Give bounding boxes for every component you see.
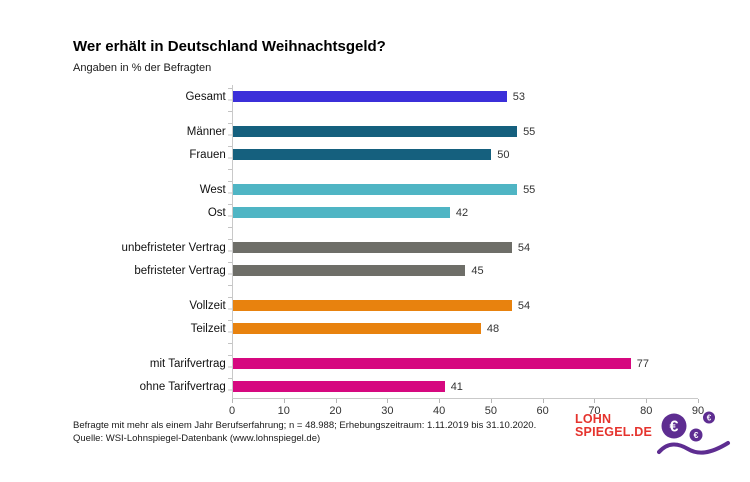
euro-coin-icon [661,413,687,439]
value-label: 50 [497,148,510,161]
x-axis-tick [335,399,337,403]
x-axis-tick [283,399,285,403]
bar [232,358,631,369]
bar [232,91,507,102]
chart-subtitle: Angaben in % der Befragten [73,62,212,74]
bar-row: West 55 [73,178,698,201]
bar-chart: Gesamt 53 Männer 55 Frauen 50 West 55 Ost 42 unbef… [73,85,704,421]
category-label: Vollzeit [189,299,226,312]
bar-row: Ost 42 [73,201,698,224]
category-label: ohne Tarifvertrag [139,380,226,393]
value-label: 41 [450,380,463,393]
footnote-line-1: Befragte mit mehr als einem Jahr Berufse… [73,420,537,431]
euro-symbol: € [707,414,712,423]
bar [232,323,481,334]
x-axis-tick-label: 40 [432,405,446,417]
category-label: Ost [207,206,226,219]
bar [232,265,466,276]
euro-symbol: € [694,430,699,440]
x-axis-tick-label: 80 [640,405,653,417]
logo-line-1: LOHN [575,412,612,426]
category-label: mit Tarifvertrag [149,357,226,370]
value-label: 55 [523,125,536,138]
euro-symbol: € [670,419,679,436]
x-axis-tick [646,399,648,403]
x-axis-tick-label: 20 [329,405,342,417]
category-label: unbefristeter Vertrag [121,241,226,254]
bar-row: unbefristeter Vertrag 54 [73,236,698,259]
x-axis-tick-label: 90 [691,405,705,417]
x-axis-tick [542,399,544,403]
x-axis-tick [698,399,699,403]
bar-row: Gesamt 53 [73,85,698,108]
bar [232,242,512,253]
category-label: befristeter Vertrag [134,264,226,277]
footnote: Befragte mit mehr als einem Jahr Berufse… [73,419,536,445]
x-axis-tick [594,399,596,403]
bar [232,184,518,195]
x-axis: 0 10 20 30 40 50 60 70 80 90 [228,398,704,421]
chart-title: Wer erhält in Deutschland Weihnachtsgeld… [73,38,386,55]
euro-coin-icon [703,411,716,424]
category-label: Teilzeit [190,322,226,335]
bar-row: Männer 55 [73,120,698,143]
euro-coin-icon [689,428,703,442]
category-label: Gesamt [185,90,226,103]
category-label: Männer [186,125,226,138]
x-axis-tick [439,399,441,403]
x-axis-tick-label: 70 [588,405,601,417]
value-label: 55 [523,183,536,196]
category-label: West [199,183,226,196]
bar [232,381,445,392]
bar [232,149,492,160]
footnote-line-2: Quelle: WSI-Lohnspiegel-Datenbank (www.l… [73,433,321,444]
bar-row: Teilzeit 48 [73,317,698,340]
euro-coins-icon: € € € [657,411,731,455]
value-label: 42 [455,206,469,219]
value-label: 54 [517,299,531,312]
bar-row: mit Tarifvertrag 77 [73,352,698,375]
x-axis-tick-label: 10 [277,405,290,417]
value-label: 48 [486,322,500,335]
bar [232,207,450,218]
logo-text: LOHN SPIEGEL.DE [575,413,652,439]
chart-rows: Gesamt 53 Männer 55 Frauen 50 West 55 Ost 42 unbef… [73,85,698,398]
value-label: 45 [471,264,484,277]
x-axis-tick-label: 30 [381,405,394,417]
bar-row: Vollzeit 54 [73,294,698,317]
x-axis-tick [490,399,492,403]
bar-row: befristeter Vertrag 45 [73,259,698,282]
logo-line-2: SPIEGEL.DE [575,425,653,439]
x-axis-tick-label: 0 [228,405,236,417]
value-label: 77 [636,357,650,370]
bar-row: ohne Tarifvertrag 41 [73,375,698,398]
value-label: 54 [517,241,531,254]
bar [232,126,518,137]
bar-row: Frauen 50 [73,143,698,166]
bar [232,300,512,311]
value-label: 53 [512,90,525,103]
category-label: Frauen [189,148,226,161]
lohnspiegel-logo: LOHN SPIEGEL.DE € € € [575,411,731,458]
x-axis-tick-label: 50 [484,405,497,417]
x-axis-tick [232,399,233,403]
wave-swoosh-icon [657,441,731,455]
x-axis-tick-label: 60 [536,405,549,417]
x-axis-tick [387,399,389,403]
